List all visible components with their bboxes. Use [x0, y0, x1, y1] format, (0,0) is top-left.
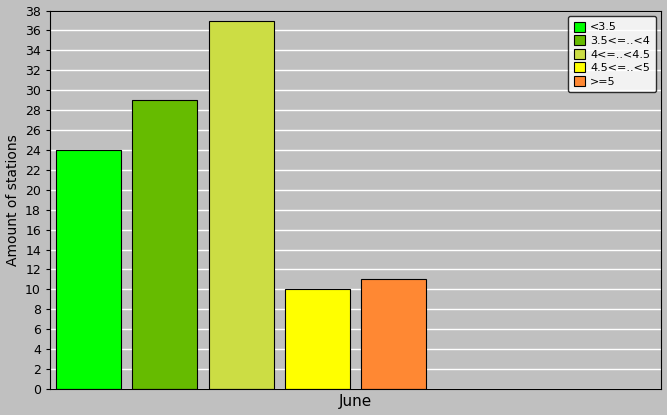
X-axis label: June: June [339, 394, 372, 410]
Y-axis label: Amount of stations: Amount of stations [5, 134, 19, 266]
Bar [209, 20, 273, 389]
Bar [285, 289, 350, 389]
Bar [132, 100, 197, 389]
Legend: <3.5, 3.5<=..<4, 4<=..<4.5, 4.5<=..<5, >=5: <3.5, 3.5<=..<4, 4<=..<4.5, 4.5<=..<5, >… [568, 16, 656, 92]
Bar [56, 150, 121, 389]
Bar [362, 279, 426, 389]
